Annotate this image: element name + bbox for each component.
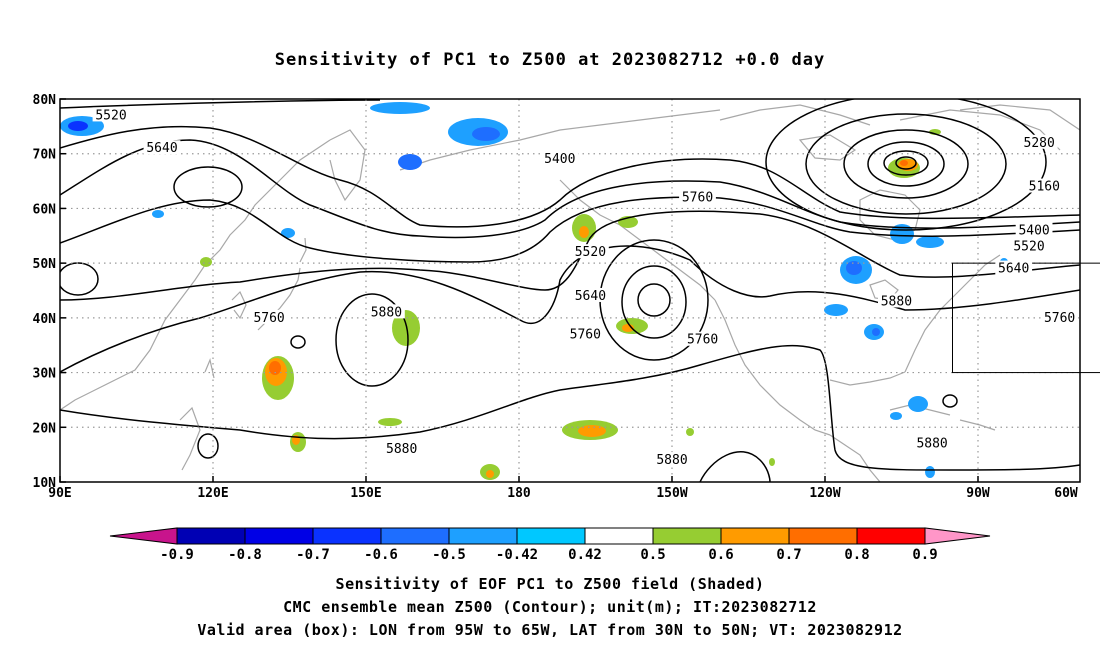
contour-label: 5520 [95, 108, 126, 123]
contour-label-bg [383, 441, 421, 456]
colorbar: -0.9 -0.8 -0.7 -0.6 -0.5 -0.42 0.42 0.5 0.6 0.7 0.… [109, 527, 991, 563]
colorbar-segment [788, 527, 858, 545]
colorbar-label: 0.42 [568, 547, 602, 563]
colorbar-label: 0.7 [776, 547, 801, 563]
lon-tick-label: 90W [966, 486, 990, 501]
colorbar-label: 0.9 [912, 547, 937, 563]
contour-labels: 5520 5640 5400 5520 5640 5760 5760 5880 5760 5760… [92, 107, 1078, 468]
lat-tick-label: 10N [33, 476, 57, 491]
contour-label-bg [1015, 222, 1053, 237]
map-frame [59, 98, 1081, 483]
colorbar-segment [720, 527, 790, 545]
lon-tick-label: 180 [507, 486, 531, 501]
lat-tick-label: 20N [33, 421, 57, 436]
contour-label-bg [653, 452, 691, 467]
contour-label-bg [679, 189, 716, 204]
colorbar-label: -0.42 [496, 547, 538, 563]
lon-tick-label: 150E [350, 486, 381, 501]
map-title: Sensitivity of PC1 to Z500 at 2023082712… [274, 50, 826, 70]
caption-line-2: CMC ensemble mean Z500 (Contour); unit(m… [283, 598, 817, 616]
colorbar-segment [312, 527, 382, 545]
contour-label-bg [1020, 134, 1058, 149]
contour-label-bg [572, 287, 609, 302]
colorbar-label: -0.8 [228, 547, 262, 563]
colorbar-high-triangle [924, 527, 991, 545]
caption-line-1: Sensitivity of EOF PC1 to Z500 field (Sh… [335, 575, 765, 593]
colorbar-label: 0.6 [708, 547, 733, 563]
contour-label: 5880 [656, 453, 687, 468]
contour-label: 5400 [544, 152, 575, 167]
colorbar-segment [176, 527, 246, 545]
contour-label-bg [143, 140, 181, 155]
contour-label-bg [684, 331, 721, 346]
contour-label: 5880 [916, 437, 947, 452]
colorbar-label: -0.5 [432, 547, 466, 563]
lon-tick-label: 120W [809, 486, 840, 501]
contour-label: 5640 [998, 262, 1029, 277]
lat-tick-label: 80N [33, 93, 57, 108]
contour-label: 5520 [1013, 240, 1044, 255]
colorbar-segment [380, 527, 450, 545]
contour-label-bg [250, 309, 288, 324]
contour-label: 5760 [253, 311, 284, 326]
lon-tick-label: 120E [197, 486, 228, 501]
colorbar-low-triangle [109, 527, 178, 545]
lat-tick-label: 40N [33, 312, 57, 327]
contour-label-bg [1041, 309, 1078, 324]
lat-tick-label: 60N [33, 202, 57, 217]
colorbar-segment [244, 527, 314, 545]
sensitivity-shading [60, 102, 1008, 480]
contour-label-bg [368, 304, 405, 319]
contour-label: 5760 [570, 327, 601, 342]
contour-label: 5160 [1029, 180, 1060, 195]
contour-label-bg [878, 293, 915, 308]
contour-label-bg [1025, 178, 1063, 193]
colorbar-segment [516, 527, 586, 545]
contour-label: 5760 [687, 333, 718, 348]
contour-label: 5280 [1024, 136, 1055, 151]
lat-tick-label: 30N [33, 367, 57, 382]
colorbar-label: -0.9 [160, 547, 194, 563]
colorbar-segment [652, 527, 722, 545]
contour-label: 5640 [575, 289, 606, 304]
contour-label-bg [566, 326, 604, 341]
contour-label: 5760 [682, 190, 713, 205]
colorbar-label: -0.6 [364, 547, 398, 563]
colorbar-segment [448, 527, 518, 545]
colorbar-label: 0.5 [640, 547, 665, 563]
contour-label: 5880 [881, 294, 912, 309]
contour-label: 5880 [371, 305, 402, 320]
contour-label-bg [541, 151, 579, 166]
contour-label: 5760 [1044, 311, 1075, 326]
lat-tick-label: 50N [33, 257, 57, 272]
contour-label: 5880 [386, 442, 417, 457]
lat-tick-label: 70N [33, 148, 57, 163]
contour-label-bg [913, 435, 951, 450]
caption-line-3: Valid area (box): LON from 95W to 65W, L… [197, 621, 903, 639]
colorbar-label: 0.8 [844, 547, 869, 563]
contour-label: 5520 [575, 245, 606, 260]
lon-tick-label: 90E [48, 486, 71, 501]
colorbar-label: -0.7 [296, 547, 330, 563]
contour-label-bg [92, 107, 130, 122]
contour-label-bg [572, 244, 609, 259]
colorbar-segment [856, 527, 926, 545]
graticule [60, 99, 1080, 482]
contour-label: 5400 [1018, 223, 1049, 238]
lon-tick-label: 150W [656, 486, 687, 501]
contour-label: 5640 [146, 141, 177, 156]
lon-tick-label: 60W [1054, 486, 1078, 501]
contour-label-bg [995, 260, 1033, 275]
contour-label-bg [1010, 238, 1048, 253]
colorbar-segment [584, 527, 654, 545]
